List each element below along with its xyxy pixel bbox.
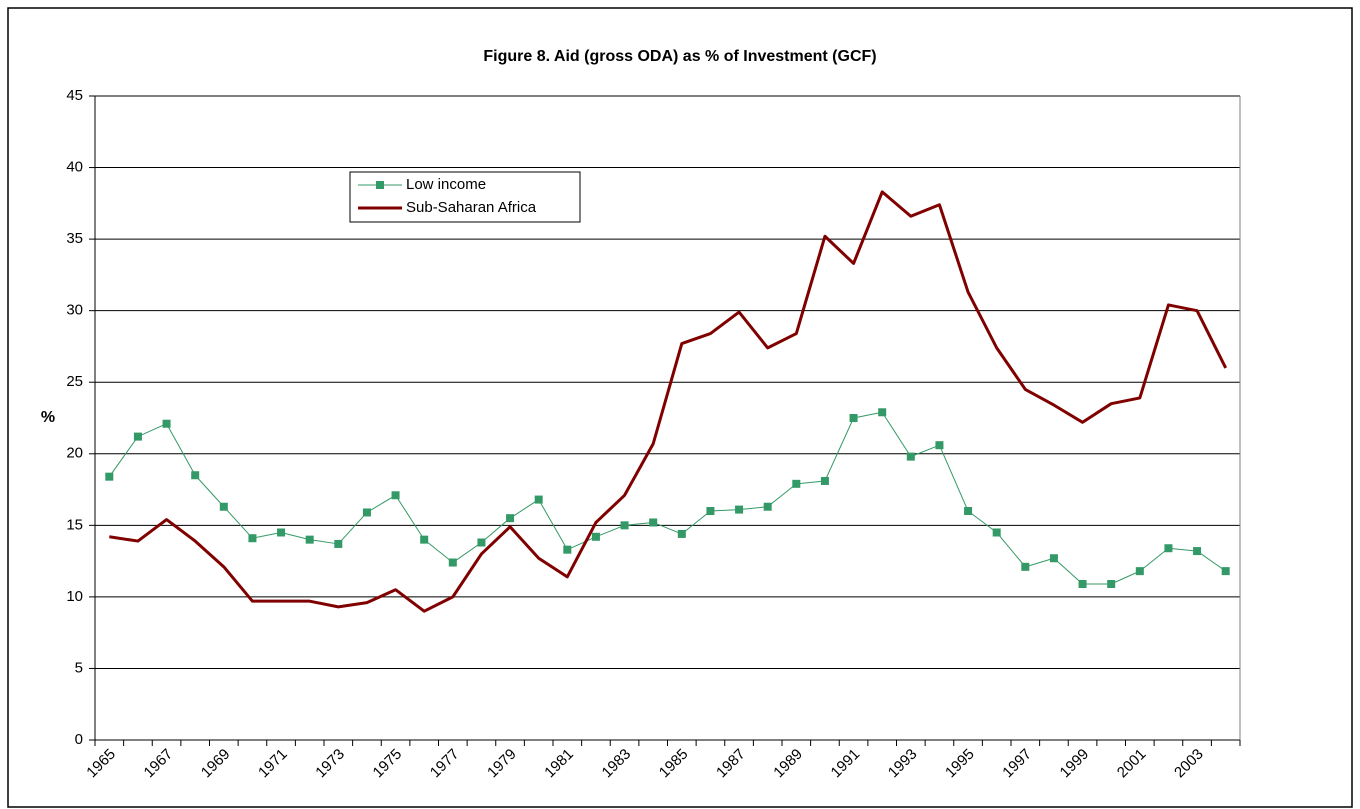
y-tick-label: 25 [66,373,83,390]
legend-label: Sub-Saharan Africa [406,199,537,216]
point-marker [1193,547,1202,556]
y-axis-label: % [41,409,55,426]
point-marker [1221,567,1230,576]
chart-frame [7,7,1353,808]
y-tick-label: 15 [66,516,83,533]
point-marker [420,535,429,544]
legend [349,171,581,223]
point-marker [591,532,600,541]
y-tick-label: 45 [66,87,83,104]
point-marker [277,528,286,537]
point-marker [735,505,744,514]
point-marker [1049,554,1058,563]
y-tick-label: 0 [75,731,83,748]
point-marker [849,414,858,422]
point-marker [391,491,400,500]
point-marker [448,558,457,567]
point-marker [563,545,572,554]
point-marker [1135,567,1144,576]
legend-label: Low income [406,176,486,193]
point-marker [105,472,114,481]
point-marker [534,495,543,504]
point-marker [1107,580,1116,589]
point-marker [477,538,486,547]
point-marker [362,508,371,517]
chart-title: Figure 8. Aid (gross ODA) as % of Invest… [483,48,876,65]
point-marker [1078,580,1087,589]
point-marker [620,521,629,530]
y-tick-label: 40 [66,159,83,176]
point-marker [906,452,915,461]
point-marker [305,535,314,544]
y-tick-label: 30 [66,302,83,319]
point-marker [334,539,343,548]
point-marker [792,479,801,488]
point-marker [133,432,142,441]
point-marker [992,528,1001,537]
point-marker [506,514,515,523]
point-marker [878,408,887,417]
legend-marker [376,181,384,189]
point-marker [1021,562,1030,571]
point-marker [248,534,257,543]
series-line [109,190,1228,613]
point-marker [219,502,228,511]
y-tick-label: 10 [66,588,83,605]
point-marker [1164,544,1173,553]
series-line [108,411,1226,585]
point-marker [649,518,658,527]
y-tick-label: 20 [66,445,83,462]
point-marker [162,419,171,428]
y-tick-label: 35 [66,230,83,247]
point-marker [677,529,686,538]
point-marker [964,507,973,516]
point-marker [191,471,200,480]
point-marker [706,507,715,516]
point-marker [763,502,772,511]
y-tick-label: 5 [75,659,83,676]
point-marker [935,441,944,450]
point-marker [820,476,829,485]
